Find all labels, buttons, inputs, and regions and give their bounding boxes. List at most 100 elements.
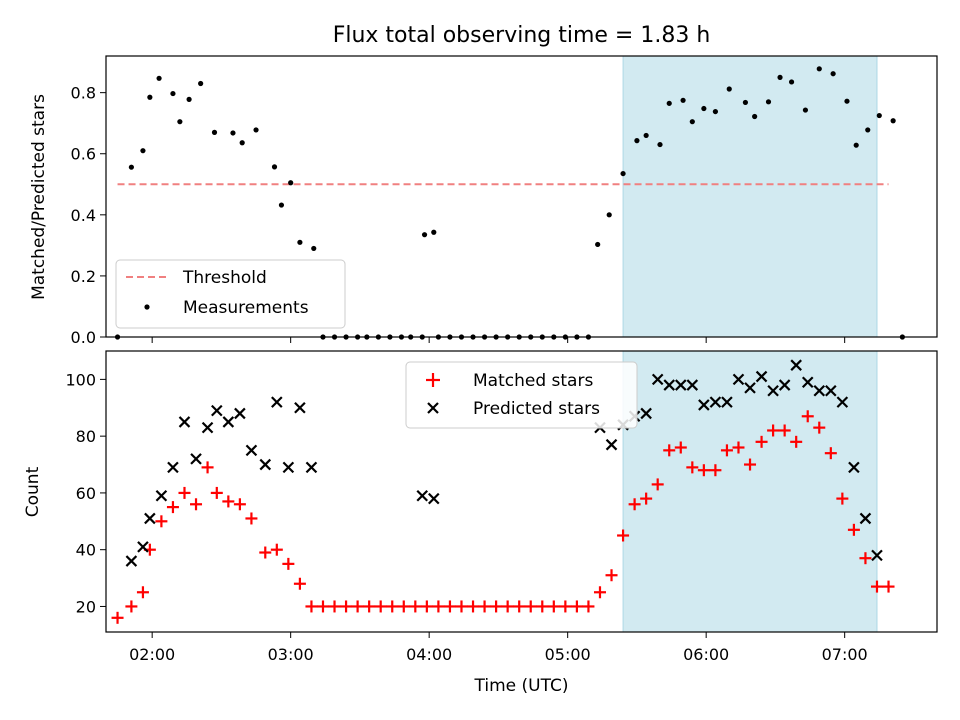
legend-predicted-swatch (427, 402, 439, 414)
measurement-point (765, 99, 772, 105)
plot-frame (105, 350, 938, 633)
predicted-star-marker (167, 461, 179, 474)
y-tick-label: 20 (76, 597, 96, 616)
y-axis-label: Count (23, 466, 43, 517)
predicted-star-marker (848, 461, 860, 474)
matched-star-marker (513, 600, 526, 613)
y-tick-label: 0.4 (71, 206, 96, 225)
measurement-point (844, 98, 850, 104)
predicted-star-marker (416, 489, 429, 502)
predicted-star-marker (137, 541, 149, 553)
measurement-point (177, 119, 183, 125)
matched-star-marker (593, 586, 606, 599)
measurement-point (297, 239, 303, 245)
matched-star-marker (282, 557, 295, 570)
matched-star-marker (340, 600, 353, 613)
predicted-star-marker (825, 384, 837, 397)
count-panel: 20 40 60 80 100 02:00 03:00 04:00 05:00 06:00 07:… (23, 350, 938, 696)
measurement-point (777, 74, 783, 80)
predicted-star-marker (790, 359, 802, 371)
predicted-star-marker (709, 396, 722, 408)
y-tick-label: 40 (76, 541, 96, 560)
measurement-point (271, 164, 278, 170)
matched-star-marker (582, 600, 595, 613)
measurement-point (816, 66, 822, 72)
matched-star-marker (744, 458, 757, 471)
measurement-point (876, 112, 882, 119)
predicted-star-marker (801, 376, 814, 389)
measurement-point (680, 97, 686, 103)
predicted-star-marker (721, 396, 733, 408)
matched-star-marker (374, 600, 387, 613)
predicted-star-marker (744, 382, 756, 394)
matched-star-marker (397, 600, 410, 613)
x-tick-label: 03:00 (268, 645, 314, 664)
matched-star-marker (455, 600, 468, 613)
legend-measurements-label: Measurements (183, 298, 309, 318)
measurement-point (311, 245, 317, 252)
predicted-star-marker (245, 444, 258, 457)
x-tick-label: 07:00 (822, 645, 868, 664)
measurement-point (128, 164, 134, 170)
measurement-point (170, 90, 176, 97)
legend: Matched stars Predicted stars (405, 361, 638, 429)
predicted-star-marker (125, 555, 138, 567)
matched-star-marker (270, 543, 283, 556)
matched-star-marker (328, 600, 341, 613)
x-tick-label: 05:00 (545, 645, 591, 664)
measurement-point (643, 132, 649, 139)
matched-star-marker (605, 569, 618, 582)
matched-star-marker (136, 586, 149, 599)
matched-star-marker (222, 495, 235, 508)
legend: Threshold Measurements (115, 259, 346, 329)
matched-star-marker (490, 600, 503, 613)
matched-star-marker (166, 501, 179, 514)
matched-star-marker (628, 498, 641, 511)
matched-star-marker (640, 492, 653, 505)
y-tick-label: 0.6 (71, 145, 96, 164)
measurement-point (230, 130, 236, 136)
x-tick-label: 02:00 (129, 645, 175, 664)
legend-measurements-swatch (144, 304, 150, 310)
predicted-star-marker (732, 373, 745, 386)
measurement-point (853, 142, 859, 148)
shaded-band (623, 351, 877, 632)
matched-star-marker (778, 424, 791, 437)
matched-star-marker (801, 410, 814, 423)
ratio-panel: 0.00.20.40.60.8 Matched/Predicted stars … (29, 55, 938, 347)
legend-threshold-label: Threshold (182, 268, 267, 288)
measurement-point (606, 212, 612, 218)
measurement-point (147, 94, 153, 100)
predicted-star-marker (222, 416, 235, 428)
measurement-point (156, 75, 162, 81)
predicted-star-marker (234, 407, 246, 420)
matched-star-marker (882, 580, 895, 593)
measurement-point (752, 113, 758, 120)
measurement-point (788, 79, 795, 85)
predicted-star-marker (144, 512, 156, 525)
matched-star-marker (755, 435, 768, 448)
predicted-star-marker (686, 379, 699, 391)
measurement-point (712, 108, 719, 115)
predicted-star-marker (836, 396, 849, 408)
predicted-star-marker (305, 461, 318, 474)
measurement-point (186, 96, 192, 102)
predicted-star-marker (428, 492, 440, 505)
matched-star-marker (432, 600, 445, 613)
measurement-point (198, 80, 204, 87)
predicted-star-marker (259, 458, 272, 471)
matched-star-marker (501, 600, 514, 613)
predicted-star-marker (663, 379, 676, 391)
matched-star-marker (824, 447, 837, 460)
matched-star-marker (245, 512, 258, 525)
measurement-point (726, 86, 732, 92)
matched-star-marker (651, 478, 664, 491)
measurement-point (288, 180, 294, 186)
matched-star-marker (870, 580, 883, 593)
y-tick-label: 80 (76, 427, 96, 446)
matched-star-marker (524, 600, 537, 613)
measurement-point (595, 241, 601, 248)
measurement-point (421, 232, 428, 238)
y-tick-label: 0.8 (71, 84, 96, 103)
